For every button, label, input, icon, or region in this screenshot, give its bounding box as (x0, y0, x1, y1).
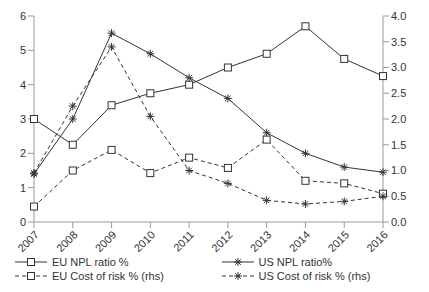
svg-text:5: 5 (20, 44, 26, 56)
svg-text:3.0: 3.0 (391, 61, 406, 73)
svg-text:2010: 2010 (131, 228, 157, 254)
svg-text:2007: 2007 (15, 228, 41, 254)
svg-text:4.0: 4.0 (391, 10, 406, 22)
html-text:US Cost of risk % (rhs): US Cost of risk % (rhs) (258, 270, 371, 282)
svg-text:2: 2 (20, 147, 26, 159)
svg-text:2009: 2009 (93, 228, 119, 254)
svg-text:2008: 2008 (54, 228, 80, 254)
svg-text:3.5: 3.5 (391, 36, 406, 48)
svg-text:4: 4 (20, 79, 26, 91)
svg-text:1.5: 1.5 (391, 139, 406, 151)
html-text:EU Cost of risk % (rhs): EU Cost of risk % (rhs) (52, 270, 164, 282)
svg-text:0.5: 0.5 (391, 190, 406, 202)
svg-text:2016: 2016 (364, 228, 390, 254)
svg-text:3: 3 (20, 113, 26, 125)
svg-text:2.5: 2.5 (391, 87, 406, 99)
svg-text:6: 6 (20, 10, 26, 22)
svg-text:2015: 2015 (325, 228, 351, 254)
html-text:US NPL ratio%: US NPL ratio% (258, 256, 333, 268)
svg-text:2014: 2014 (287, 228, 313, 254)
svg-text:0: 0 (20, 216, 26, 228)
svg-text:1: 1 (20, 182, 26, 194)
svg-text:2013: 2013 (248, 228, 274, 254)
svg-text:2012: 2012 (209, 228, 235, 254)
svg-text:0.0: 0.0 (391, 216, 406, 228)
svg-text:2.0: 2.0 (391, 113, 406, 125)
svg-text:1.0: 1.0 (391, 164, 406, 176)
svg-text:2011: 2011 (171, 228, 196, 253)
html-text:EU NPL ratio %: EU NPL ratio % (52, 256, 129, 268)
